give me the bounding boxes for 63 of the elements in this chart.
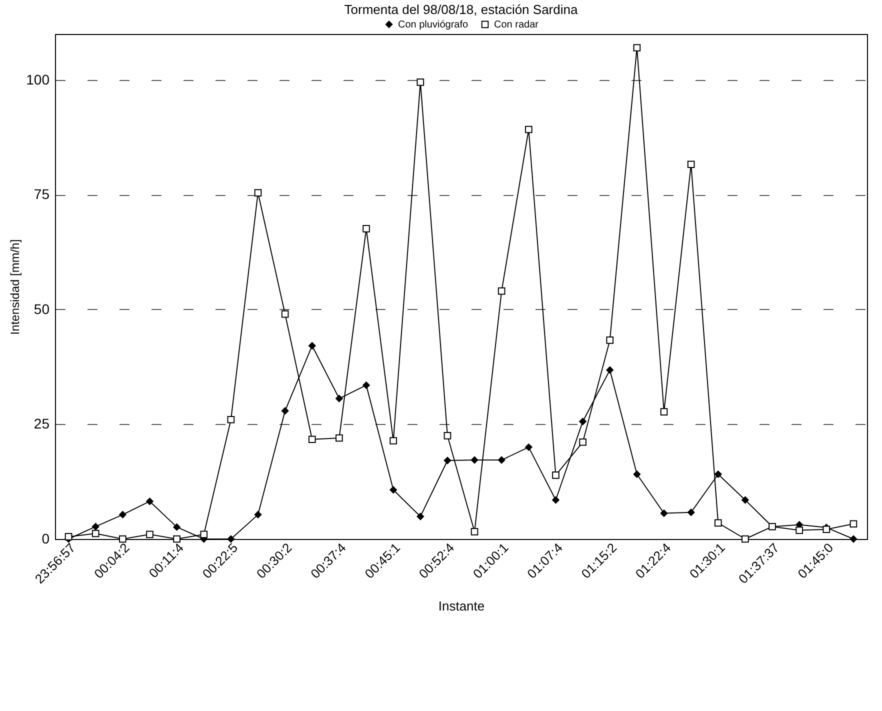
point xyxy=(850,520,858,528)
point xyxy=(146,498,154,506)
y-tick-label: 25 xyxy=(34,416,50,432)
point xyxy=(552,472,560,479)
point xyxy=(714,470,722,478)
point xyxy=(336,394,343,402)
point xyxy=(362,382,370,389)
point xyxy=(92,522,100,530)
point xyxy=(281,310,289,318)
point xyxy=(444,432,452,440)
point xyxy=(254,511,262,518)
point xyxy=(227,416,235,424)
point xyxy=(390,437,397,444)
point xyxy=(119,511,126,518)
point xyxy=(579,418,586,426)
point xyxy=(470,528,478,536)
point xyxy=(92,530,100,538)
point xyxy=(444,456,452,464)
point xyxy=(742,496,749,504)
point xyxy=(687,508,695,516)
point xyxy=(308,436,316,444)
point xyxy=(525,444,532,451)
point xyxy=(227,535,235,543)
point xyxy=(173,523,180,531)
point xyxy=(660,408,668,416)
point xyxy=(606,366,614,374)
point xyxy=(416,78,424,86)
point xyxy=(498,456,506,464)
point xyxy=(742,535,749,543)
point xyxy=(119,535,126,543)
point xyxy=(796,526,803,534)
point xyxy=(336,434,343,442)
point xyxy=(308,342,316,350)
y-tick-label: 0 xyxy=(42,530,50,546)
point xyxy=(606,336,614,344)
point xyxy=(254,189,262,197)
point xyxy=(173,535,180,543)
point xyxy=(64,533,72,540)
point xyxy=(498,287,506,295)
point xyxy=(470,456,478,464)
point xyxy=(660,510,668,517)
point xyxy=(714,519,722,527)
y-tick-label: 100 xyxy=(26,71,50,88)
x-axis-title: Instante xyxy=(438,598,485,614)
point xyxy=(687,160,695,168)
legend-label: Con radar xyxy=(494,19,540,30)
point xyxy=(281,407,289,415)
legend-label: Con pluviógrafo xyxy=(398,19,468,30)
y-tick-label: 50 xyxy=(34,300,50,317)
point xyxy=(390,486,397,494)
point xyxy=(525,126,532,134)
y-tick-label: 75 xyxy=(34,186,50,202)
point xyxy=(146,530,154,538)
point xyxy=(633,470,641,478)
point xyxy=(362,224,370,232)
point xyxy=(200,530,208,538)
point xyxy=(850,535,858,543)
point xyxy=(416,512,424,520)
chart-title: Tormenta del 98/08/18, estación Sardina xyxy=(344,2,578,17)
point xyxy=(579,438,586,446)
y-axis-title: Intensidad [mm/h] xyxy=(8,239,22,335)
point xyxy=(552,496,560,504)
point xyxy=(633,44,641,52)
